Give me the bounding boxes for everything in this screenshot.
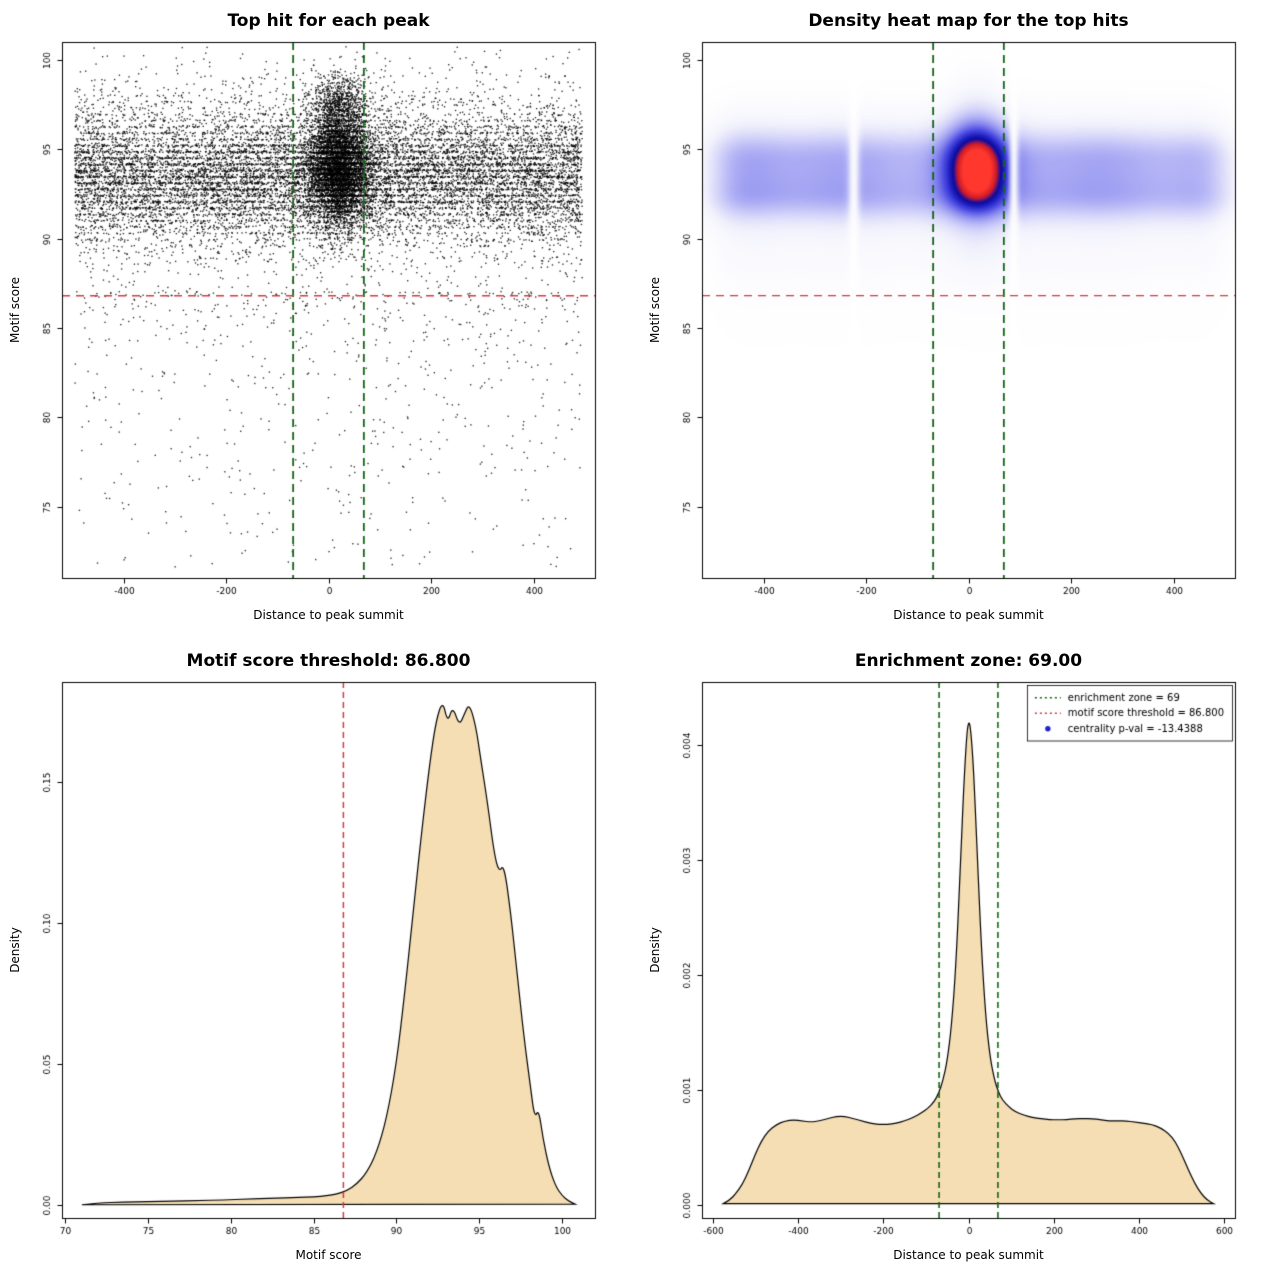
panel-motif-score-density: Motif score threshold: 86.800 Motif scor… (0, 640, 640, 1280)
scatter-x-axis-label: Distance to peak summit (253, 608, 404, 622)
heatmap-y-axis-label: Motif score (648, 276, 662, 344)
enrichment-zone-density-canvas (640, 640, 1280, 1280)
panel-scatter-top-hits: Top hit for each peak Distance to peak s… (0, 0, 640, 640)
enrichment-zone-density-y-axis-label: Density (648, 927, 662, 973)
motif-score-density-canvas (0, 640, 640, 1280)
heatmap-canvas (640, 0, 1280, 640)
scatter-plot-canvas (0, 0, 640, 640)
motif-score-density-y-axis-label: Density (8, 927, 22, 973)
enrichment-zone-density-title: Enrichment zone: 69.00 (854, 651, 1083, 671)
scatter-title: Top hit for each peak (227, 11, 430, 31)
heatmap-x-axis-label: Distance to peak summit (893, 608, 1044, 622)
motif-score-density-x-axis-label: Motif score (295, 1248, 362, 1262)
scatter-y-axis-label: Motif score (8, 276, 22, 344)
panel-enrichment-zone-density: Enrichment zone: 69.00 Distance to peak … (640, 640, 1280, 1280)
heatmap-title: Density heat map for the top hits (808, 11, 1129, 31)
motif-score-density-title: Motif score threshold: 86.800 (186, 651, 471, 671)
enrichment-zone-density-x-axis-label: Distance to peak summit (893, 1248, 1044, 1262)
panel-density-heatmap: Density heat map for the top hits Distan… (640, 0, 1280, 640)
